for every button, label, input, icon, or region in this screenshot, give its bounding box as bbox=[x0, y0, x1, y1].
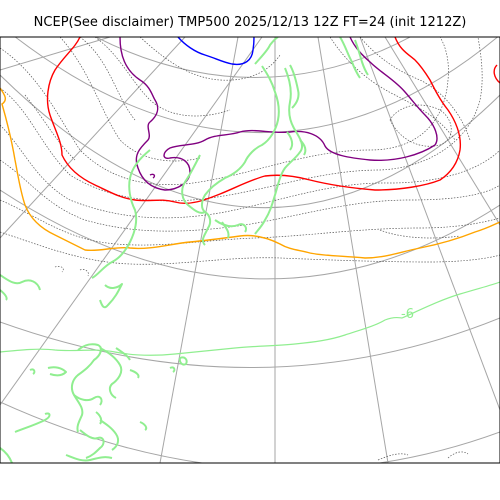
lon-line bbox=[384, 37, 500, 226]
lat-line bbox=[0, 189, 500, 280]
coastline bbox=[339, 37, 361, 79]
coastline bbox=[99, 347, 123, 399]
lon-line bbox=[0, 37, 111, 71]
coastline bbox=[79, 429, 105, 459]
coastline bbox=[0, 274, 41, 291]
coastline bbox=[221, 221, 230, 239]
coastline bbox=[214, 219, 248, 233]
coastline bbox=[181, 154, 206, 214]
coastline bbox=[47, 366, 67, 377]
coastline bbox=[29, 368, 36, 375]
lat-line bbox=[0, 74, 500, 209]
coastline bbox=[129, 369, 140, 379]
coastline bbox=[99, 283, 123, 309]
coastline bbox=[201, 65, 280, 246]
lon-line bbox=[0, 37, 263, 406]
coastline bbox=[299, 139, 307, 156]
coastline bbox=[286, 131, 294, 151]
contour-warm bbox=[0, 87, 500, 259]
graticule-longitudes bbox=[0, 37, 500, 463]
coastline bbox=[91, 149, 151, 279]
coastline bbox=[0, 289, 8, 301]
map-title: NCEP(See disclaimer) TMP500 2025/12/13 1… bbox=[33, 15, 467, 30]
coastline bbox=[354, 39, 369, 76]
coastline bbox=[0, 281, 500, 356]
lat-line bbox=[0, 317, 500, 368]
contour-label: -6 bbox=[401, 307, 414, 322]
contour-mid bbox=[493, 64, 500, 84]
contour-cold bbox=[119, 37, 438, 191]
contour-coldest bbox=[177, 37, 255, 66]
contour-mid bbox=[46, 37, 462, 204]
coastline bbox=[178, 356, 188, 366]
lon-line bbox=[317, 37, 389, 463]
coastline bbox=[169, 366, 176, 373]
coastline bbox=[254, 37, 279, 65]
coastlines bbox=[0, 37, 500, 463]
coastline bbox=[99, 419, 120, 451]
coastline bbox=[65, 454, 113, 462]
map-frame bbox=[0, 36, 500, 464]
coastline bbox=[95, 411, 103, 425]
coastline bbox=[14, 412, 51, 433]
lat-line bbox=[14, 37, 499, 134]
graticule-latitudes bbox=[0, 37, 500, 463]
contour-cold bbox=[149, 173, 156, 179]
lon-line bbox=[159, 37, 239, 463]
coastline bbox=[254, 67, 304, 235]
lon-line bbox=[0, 37, 186, 239]
coastline bbox=[0, 447, 13, 463]
lat-line bbox=[0, 401, 500, 463]
coastline bbox=[289, 64, 300, 109]
coastline bbox=[70, 343, 102, 433]
coastline bbox=[73, 394, 103, 406]
lon-line bbox=[359, 37, 500, 411]
coastline bbox=[139, 421, 148, 431]
lat-line bbox=[95, 37, 411, 78]
